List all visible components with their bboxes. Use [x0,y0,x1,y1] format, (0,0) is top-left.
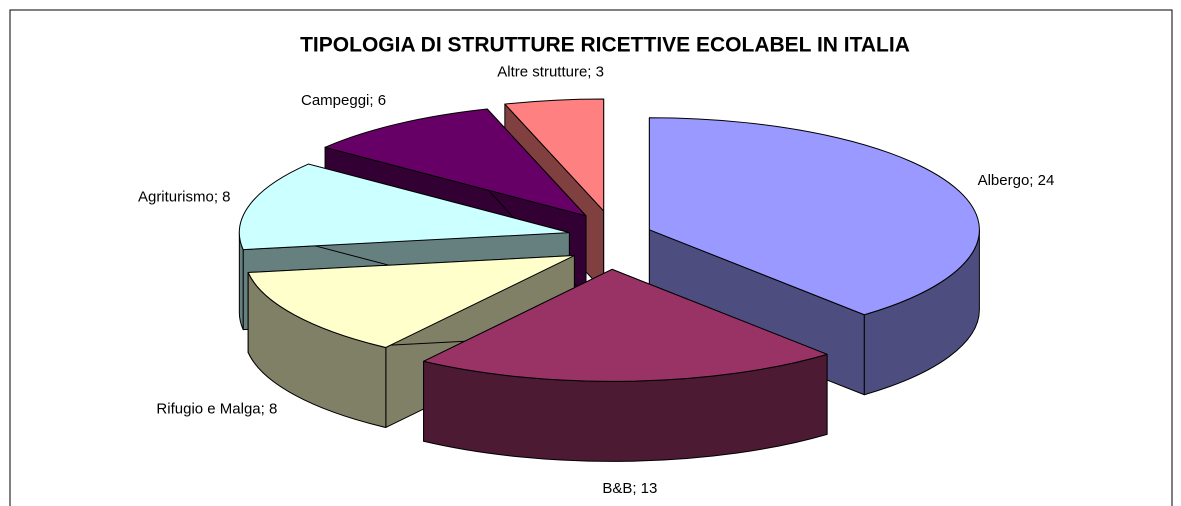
data-label: Albergo; 24 [978,172,1055,189]
data-label: Campeggi; 6 [301,92,386,109]
data-label: Altre strutture; 3 [497,64,604,81]
data-label: Agriturismo; 8 [138,189,231,206]
chart-title: TIPOLOGIA DI STRUTTURE RICETTIVE ECOLABE… [300,34,910,57]
slice [504,98,605,212]
pie [238,98,980,462]
slice [324,108,587,217]
slice [247,255,575,348]
data-label: B&B; 13 [602,480,657,497]
slice [238,163,570,251]
slice [648,117,980,316]
data-label: Rifugio e Malga; 8 [156,401,277,418]
slice [423,268,828,382]
